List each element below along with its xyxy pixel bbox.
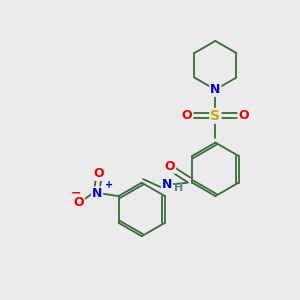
Text: O: O [165, 160, 175, 173]
Text: S: S [210, 109, 220, 123]
Text: O: O [238, 109, 249, 122]
Text: −: − [70, 186, 81, 199]
Text: N: N [162, 178, 172, 191]
Text: N: N [92, 187, 102, 200]
Text: +: + [105, 180, 113, 190]
Text: N: N [210, 83, 220, 96]
Text: O: O [182, 109, 193, 122]
Text: H: H [174, 183, 183, 193]
Text: O: O [74, 196, 84, 208]
Text: O: O [93, 167, 104, 180]
